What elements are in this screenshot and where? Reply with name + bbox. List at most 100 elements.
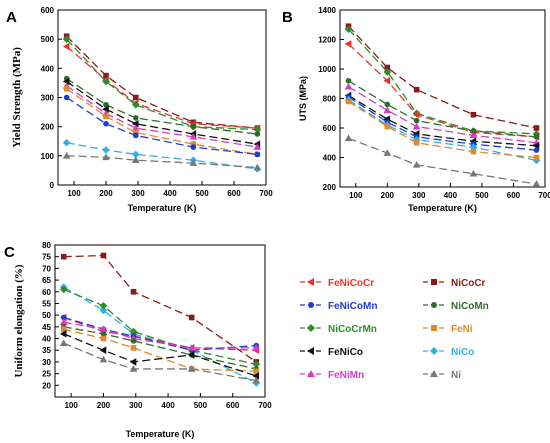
legend-marker: [307, 370, 315, 377]
data-point: [532, 156, 541, 165]
series-line: [348, 80, 537, 138]
series-nicocr: [63, 33, 261, 131]
data-point: [62, 35, 71, 43]
data-point: [189, 133, 198, 140]
series-ni: [59, 339, 261, 384]
series-line: [66, 85, 258, 148]
plot-frame: [54, 244, 266, 398]
x-tick-label: 200: [99, 189, 113, 198]
data-point: [129, 327, 138, 336]
data-point: [190, 141, 197, 147]
y-tick-label: 400: [323, 154, 337, 163]
series-nicocrmn: [344, 25, 541, 138]
legend-label: NiCoCr: [451, 278, 486, 289]
legend-entry-fenicomn: FeNiCoMn: [300, 301, 377, 312]
y-tick-label: 55: [42, 299, 51, 308]
series-nico: [344, 96, 541, 165]
legend-marker: [308, 302, 314, 308]
data-point: [190, 144, 197, 150]
legend-marker: [307, 278, 314, 286]
y-tick-label: 300: [41, 94, 55, 103]
data-point: [344, 82, 353, 90]
y-tick-label: 200: [41, 123, 55, 132]
data-point: [99, 302, 108, 310]
data-point: [469, 143, 478, 151]
x-tick-label: 400: [444, 191, 458, 200]
y-tick-label: 1400: [318, 6, 336, 15]
series-line: [348, 96, 537, 151]
y-tick-label: 35: [42, 346, 51, 355]
x-tick-label: 100: [67, 189, 81, 198]
chart-panel-a: A 0 100 200 300 400 500 600 100 200 300 400 500 600 70…: [6, 6, 273, 213]
data-point: [252, 372, 260, 380]
data-point: [533, 154, 540, 161]
x-axis-label: Temperature (K): [128, 203, 197, 213]
series-line: [63, 342, 257, 382]
data-point: [253, 368, 260, 375]
data-point: [129, 365, 138, 372]
series-line: [66, 88, 258, 156]
data-point: [131, 119, 139, 128]
series-fenico: [59, 330, 260, 380]
data-point: [99, 306, 108, 315]
series-line: [63, 321, 257, 349]
data-point: [344, 40, 352, 48]
data-point: [132, 129, 139, 136]
data-point: [190, 123, 197, 130]
data-point: [383, 106, 392, 114]
data-point: [63, 85, 70, 92]
series-line: [348, 43, 537, 138]
legend-label: FeNiCoCr: [328, 278, 374, 289]
y-tick-label: 60: [42, 288, 51, 297]
data-point: [412, 161, 421, 168]
legend-entry-nicomn: NiCoMn: [423, 301, 489, 312]
x-tick-label: 400: [163, 189, 177, 198]
y-axis-label: Uniform elongation (%): [13, 264, 25, 377]
series-nicomn: [345, 78, 540, 140]
data-point: [130, 338, 137, 344]
legend: FeNiCoCr NiCoCr FeNiCoMn NiCoMn NiCoCrMn FeNi…: [300, 278, 489, 381]
x-tick-label: 300: [129, 401, 143, 410]
data-point: [383, 68, 392, 76]
data-point: [102, 146, 110, 154]
y-tick-label: 0: [50, 181, 55, 190]
legend-marker: [430, 370, 438, 377]
data-point: [130, 345, 137, 351]
series-line: [66, 45, 258, 129]
data-point: [412, 136, 421, 144]
series-line: [66, 155, 258, 169]
legend-label: FeNi: [451, 324, 473, 335]
data-point: [344, 25, 353, 33]
y-tick-label: 70: [42, 264, 51, 273]
data-point: [533, 147, 540, 153]
series-line: [63, 288, 257, 365]
data-point: [132, 94, 139, 101]
x-tick-label: 400: [161, 401, 175, 410]
y-tick-label: 1000: [318, 65, 336, 74]
series-fenicomn: [63, 94, 261, 158]
data-point: [469, 131, 478, 139]
data-point: [60, 326, 67, 332]
data-point: [62, 152, 71, 159]
data-point: [412, 110, 420, 119]
data-point: [187, 351, 195, 359]
series-line: [63, 328, 257, 372]
panel-letter: B: [282, 9, 293, 26]
legend-entry-nicocr: NiCoCr: [423, 278, 486, 289]
data-point: [189, 159, 198, 166]
series-feni: [345, 98, 540, 161]
x-tick-label: 700: [258, 401, 272, 410]
data-point: [188, 314, 195, 321]
legend-entry-fenicocr: FeNiCoCr: [300, 278, 374, 289]
data-point: [132, 132, 139, 139]
data-point: [252, 376, 261, 384]
x-tick-label: 100: [349, 191, 363, 200]
series-nicomn: [63, 75, 261, 137]
data-point: [533, 125, 540, 131]
series-line: [348, 28, 537, 135]
data-point: [252, 360, 261, 369]
data-point: [412, 122, 421, 130]
data-point: [103, 113, 109, 120]
y-tick-label: 80: [42, 241, 51, 250]
series-fenicocr: [62, 42, 261, 132]
